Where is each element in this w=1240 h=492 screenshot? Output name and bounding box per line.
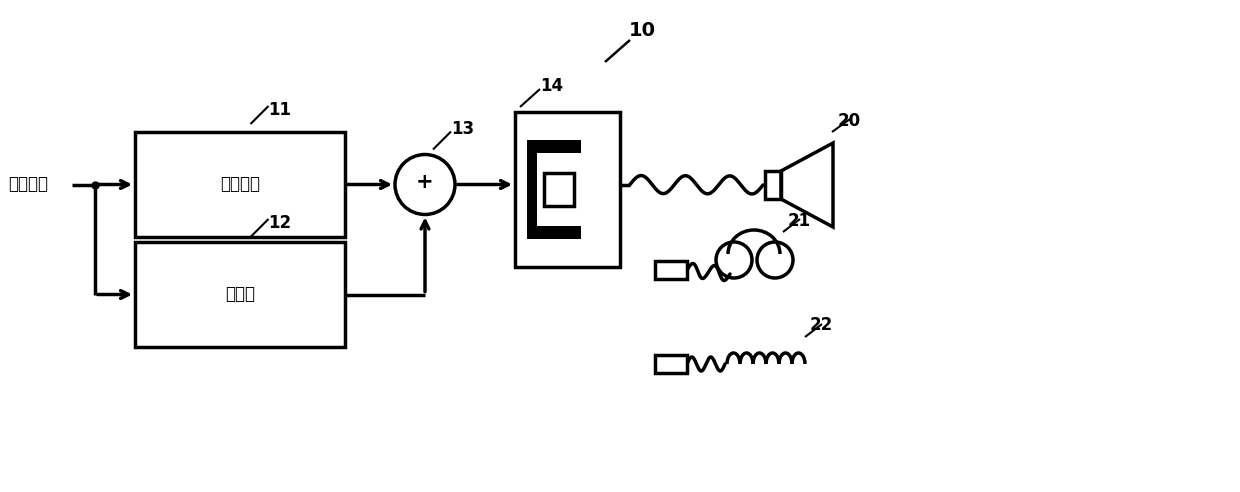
Bar bbox=[655, 355, 687, 373]
Text: 调制部: 调制部 bbox=[224, 285, 255, 304]
Bar bbox=[543, 173, 574, 206]
Bar bbox=[527, 140, 537, 240]
Bar bbox=[765, 171, 781, 199]
Text: 11: 11 bbox=[269, 101, 291, 119]
Text: 过采样部: 过采样部 bbox=[219, 176, 260, 193]
Text: +: + bbox=[417, 173, 434, 192]
Text: 14: 14 bbox=[539, 77, 563, 95]
Text: 12: 12 bbox=[269, 214, 291, 232]
Bar bbox=[655, 261, 687, 279]
Bar bbox=[135, 132, 345, 237]
Text: 22: 22 bbox=[810, 316, 833, 334]
Text: 音响信号: 音响信号 bbox=[7, 176, 48, 193]
Bar bbox=[527, 140, 582, 153]
Bar bbox=[527, 226, 582, 240]
Text: 10: 10 bbox=[629, 21, 656, 39]
Bar bbox=[515, 112, 620, 267]
Text: 20: 20 bbox=[838, 112, 861, 130]
Text: 13: 13 bbox=[451, 120, 474, 137]
Bar bbox=[135, 242, 345, 347]
Text: 21: 21 bbox=[787, 212, 811, 230]
